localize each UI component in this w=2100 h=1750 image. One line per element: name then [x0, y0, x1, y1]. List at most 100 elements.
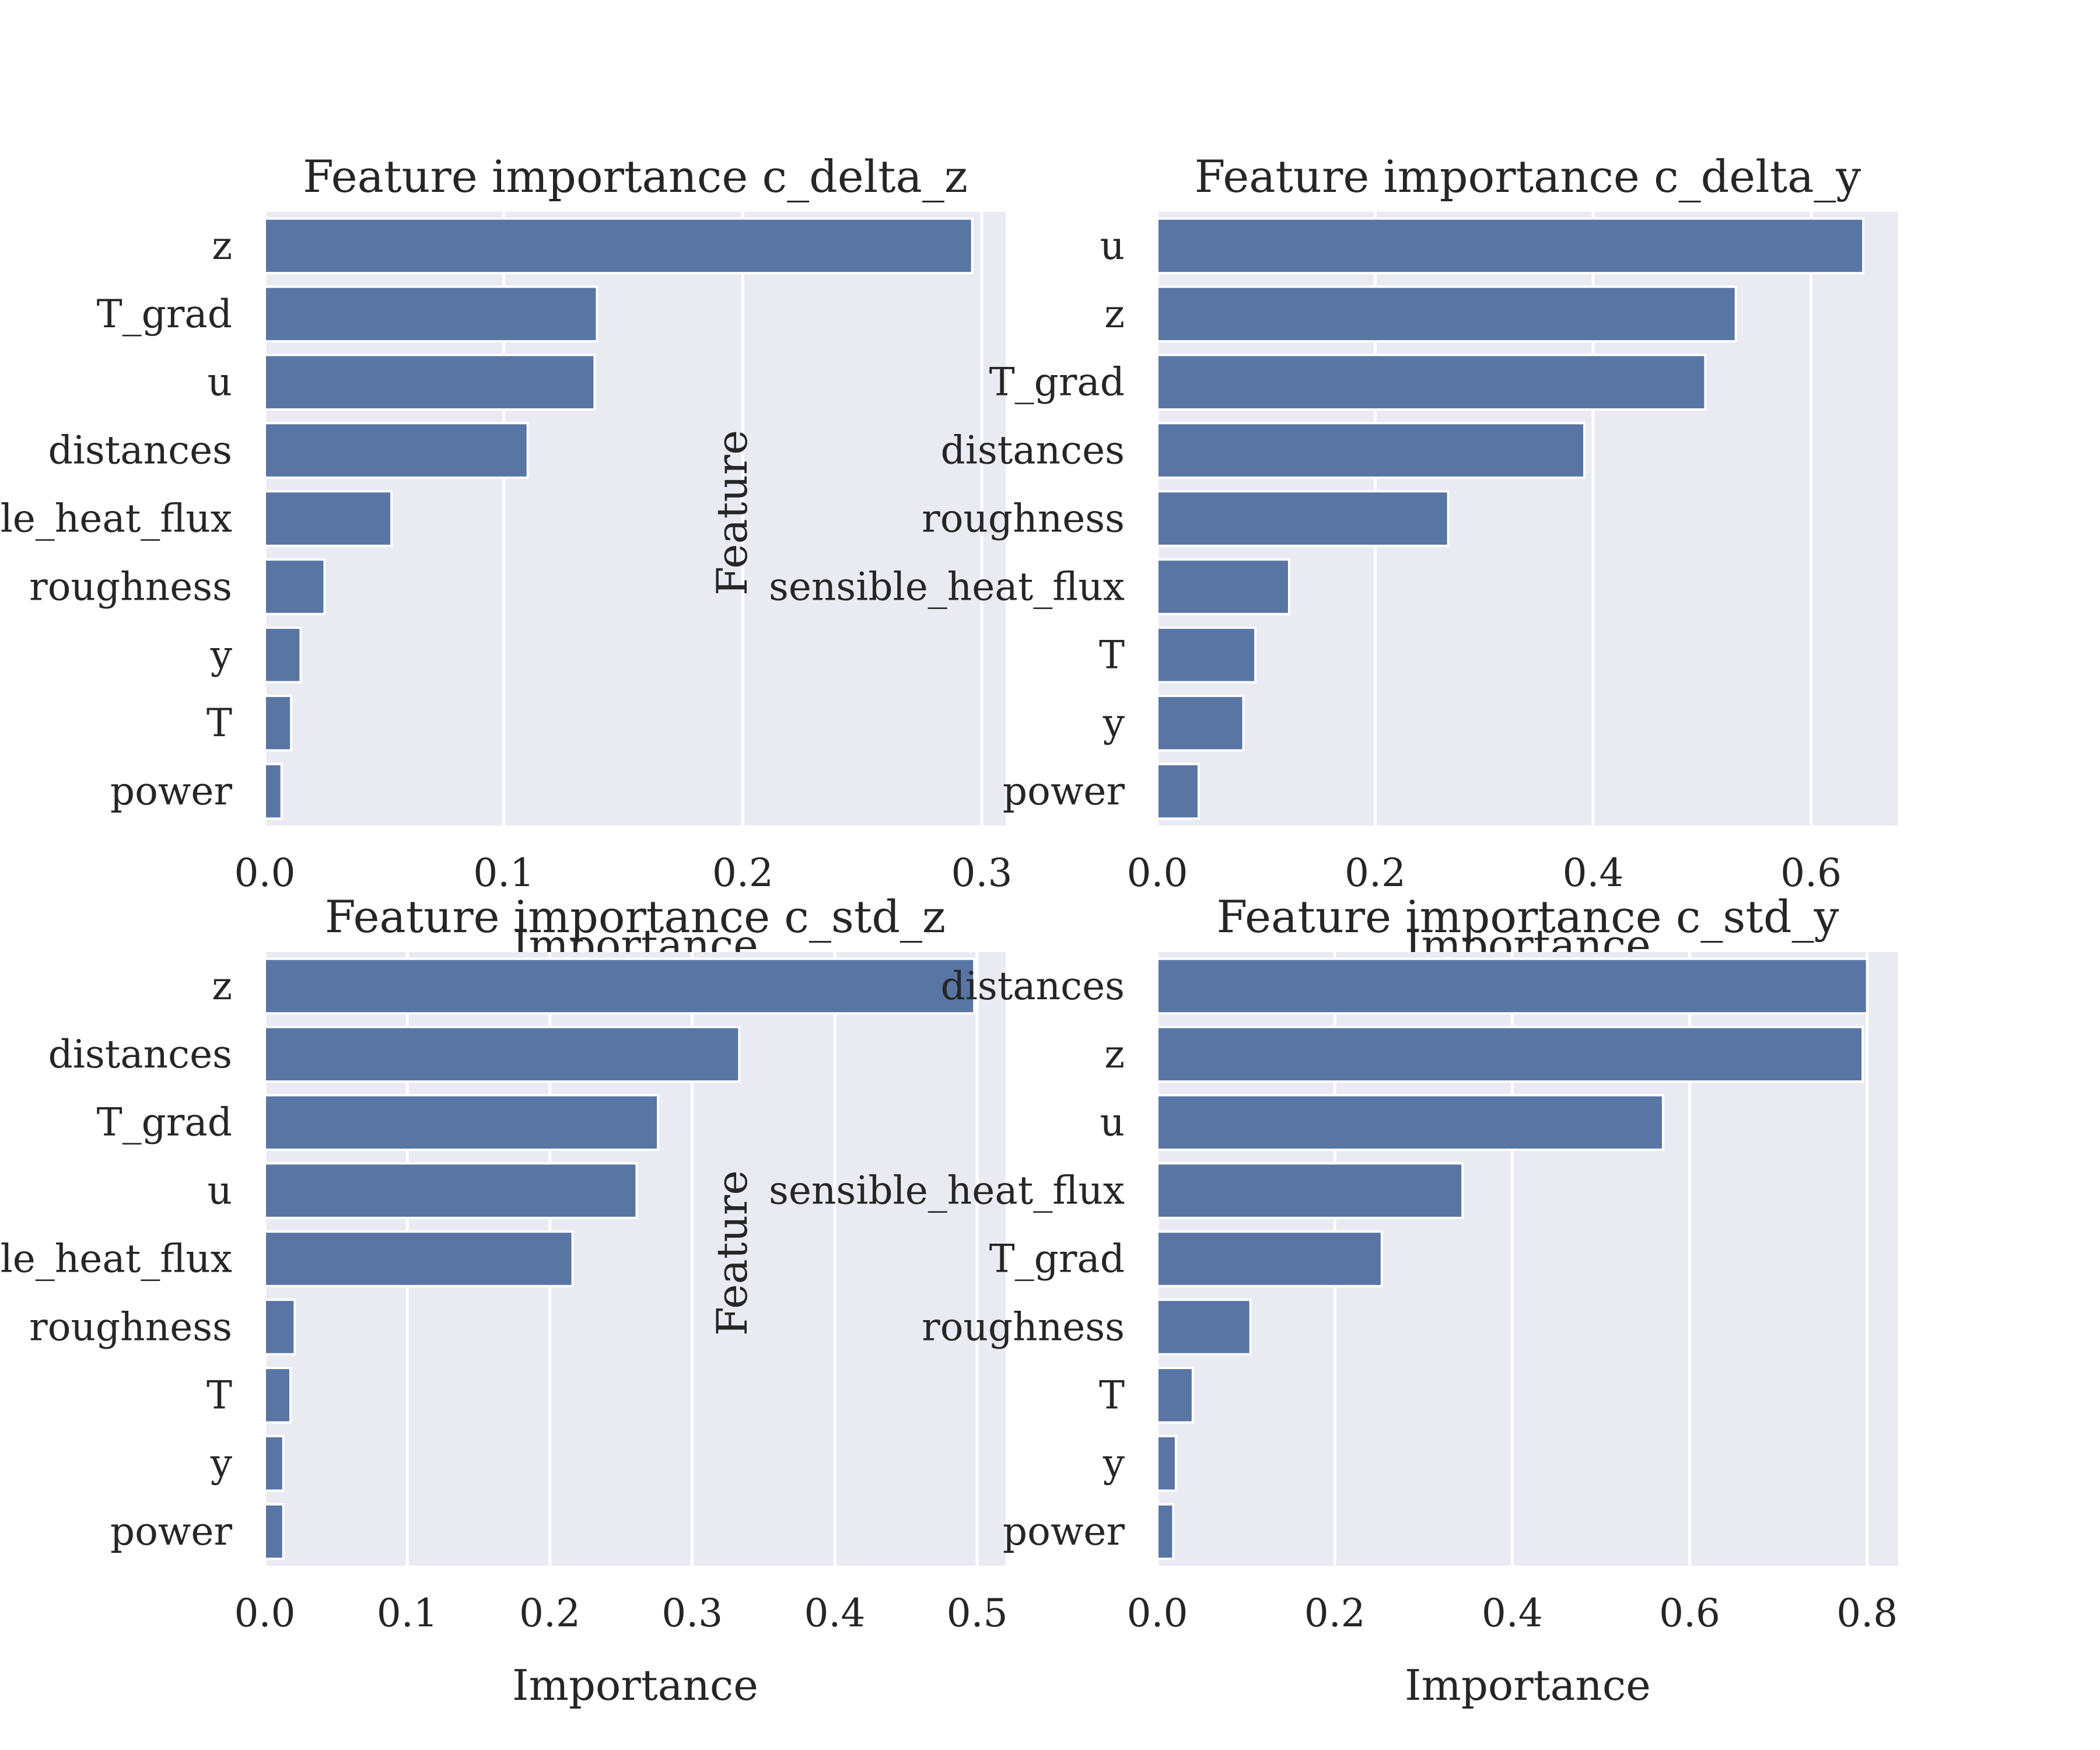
bar-distances — [264, 422, 529, 479]
y-axis-title: Feature — [708, 430, 757, 596]
bar-roughness — [1156, 490, 1450, 547]
bar-u — [1156, 1094, 1664, 1151]
bar-u — [264, 354, 596, 411]
bar-T_grad — [1156, 354, 1707, 411]
panel-title: Feature importance c_std_y — [1216, 891, 1839, 943]
feature-label: power — [1003, 769, 1125, 814]
x-tick-label: 0.8 — [1836, 1591, 1898, 1636]
feature-label: sensible_heat_flux — [769, 564, 1125, 609]
bar-distances — [264, 1026, 741, 1083]
x-tick-label: 0.4 — [1563, 850, 1624, 895]
x-tick-label: 0.1 — [377, 1591, 438, 1636]
feature-label: distances — [48, 428, 233, 473]
bar-power — [1156, 1503, 1175, 1560]
x-tick-label: 0.0 — [235, 1591, 296, 1636]
bar-power — [1156, 762, 1200, 820]
feature-label: z — [1104, 1032, 1125, 1077]
x-tick-label: 0.4 — [1482, 1591, 1543, 1636]
feature-label: u — [1100, 1100, 1125, 1145]
x-tick-label: 0.2 — [1345, 850, 1406, 895]
chart-panel-4: distances zu sensible_heat_flux T_gradrough… — [769, 891, 1898, 1710]
feature-label: power — [1003, 1509, 1125, 1554]
bar-z — [264, 217, 974, 275]
feature-label: T — [1099, 632, 1125, 677]
panel-title: Feature importance c_std_z — [325, 891, 946, 943]
feature-label: u — [207, 1168, 232, 1213]
bar-y — [264, 626, 302, 684]
bar-T_grad — [264, 1094, 660, 1151]
bar-T — [1156, 626, 1257, 684]
bar-roughness — [264, 1298, 296, 1356]
x-tick-label: 0.5 — [947, 1591, 1008, 1636]
panel-title: Feature importance c_delta_y — [1195, 150, 1861, 202]
bar-z — [1156, 1026, 1864, 1083]
bar-T — [264, 1367, 292, 1424]
feature-label: T_grad — [989, 1237, 1125, 1282]
chart-panel-2: uz T_grad distances roughness sensible_heat_… — [769, 150, 1898, 970]
feature-label: T_grad — [989, 360, 1125, 405]
x-tick-label: 0.2 — [1304, 1591, 1366, 1636]
feature-label: roughness — [29, 564, 232, 609]
bar-z — [264, 957, 976, 1015]
feature-label: T — [1099, 1373, 1125, 1418]
feature-label: power — [110, 769, 233, 814]
feature-label: u — [207, 360, 232, 405]
x-tick-label: 0.0 — [235, 850, 296, 895]
bar-sensible_heat_flux — [264, 1230, 574, 1287]
bar-distances — [1156, 422, 1586, 479]
feature-label: z — [212, 964, 232, 1009]
feature-label: distances — [941, 964, 1125, 1009]
feature-label: roughness — [922, 1304, 1125, 1349]
x-tick-label: 0.0 — [1127, 850, 1188, 895]
feature-label: T — [206, 701, 232, 746]
feature-label: distances — [48, 1032, 233, 1077]
bar-y — [1156, 694, 1245, 752]
x-tick-label: 0.3 — [662, 1591, 723, 1636]
feature-label: u — [1100, 223, 1125, 268]
x-tick-label: 0.6 — [1780, 850, 1842, 895]
panel-title: Feature importance c_delta_z — [303, 150, 968, 202]
bar-power — [264, 1503, 285, 1560]
feature-label: sensible_heat_flux — [769, 1168, 1125, 1213]
bar-u — [1156, 217, 1865, 275]
bar-roughness — [1156, 1298, 1252, 1356]
bar-u — [264, 1162, 638, 1219]
bar-sensible_heat_flux — [1156, 1162, 1464, 1219]
bar-y — [1156, 1434, 1177, 1492]
bar-T_grad — [1156, 1230, 1383, 1287]
feature-label: y — [210, 1441, 233, 1486]
bar-y — [264, 1434, 285, 1492]
feature-label: y — [210, 632, 233, 677]
y-axis-title: Feature — [708, 1170, 757, 1336]
bar-T — [264, 694, 293, 752]
feature-label: distances — [941, 428, 1125, 473]
feature-label: T — [206, 1373, 232, 1418]
x-tick-label: 0.2 — [519, 1591, 580, 1636]
feature-label: z — [1104, 292, 1125, 337]
x-tick-label: 0.2 — [712, 850, 774, 895]
bar-z — [1156, 285, 1737, 343]
feature-label: roughness — [29, 1304, 232, 1349]
feature-label: T_grad — [97, 1100, 232, 1145]
bar-power — [264, 762, 283, 820]
feature-label: y — [1102, 1441, 1125, 1486]
bar-T_grad — [264, 285, 598, 343]
bar-T — [1156, 1367, 1194, 1424]
bar-sensible_heat_flux — [264, 490, 393, 547]
feature-label: T_grad — [97, 292, 232, 337]
x-tick-label: 0.6 — [1659, 1591, 1720, 1636]
x-tick-label: 0.3 — [951, 850, 1013, 895]
bar-roughness — [264, 558, 326, 615]
x-tick-label: 0.4 — [804, 1591, 865, 1636]
bar-distances — [1156, 957, 1868, 1015]
x-tick-label: 0.0 — [1127, 1591, 1188, 1636]
feature-label: power — [110, 1509, 233, 1554]
x-axis-title: Importance — [1405, 1661, 1651, 1710]
x-tick-label: 0.1 — [473, 850, 534, 895]
feature-label: sensible_heat_flux — [0, 1237, 232, 1282]
feature-label: roughness — [922, 496, 1125, 541]
feature-label: y — [1102, 701, 1125, 746]
